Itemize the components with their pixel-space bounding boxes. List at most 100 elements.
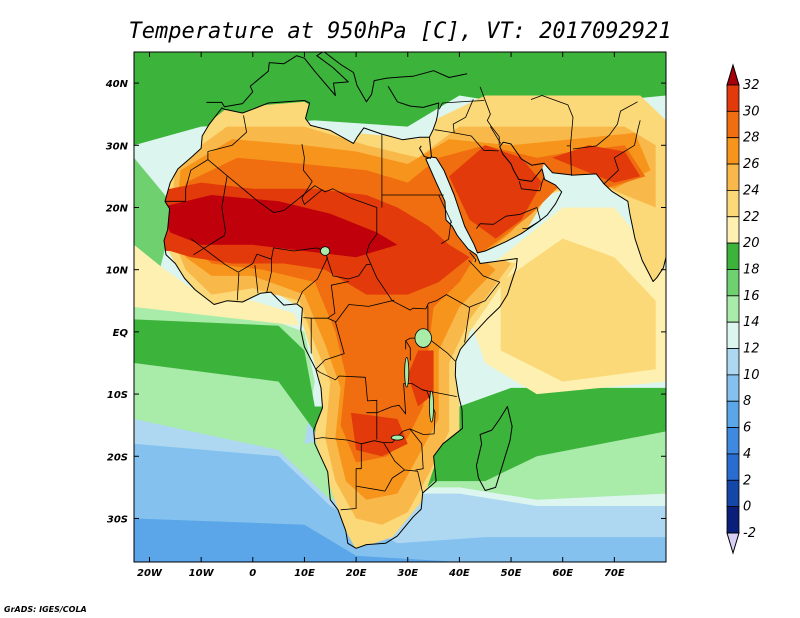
- colorbar-label: 10: [743, 368, 760, 383]
- lake-3: [320, 246, 331, 256]
- colorbar-swatch: [726, 295, 740, 323]
- country-border-36: [518, 181, 540, 192]
- colorbar-under-triangle: [726, 532, 740, 555]
- country-border-39: [572, 101, 638, 150]
- africa-coastline: [163, 100, 518, 549]
- x-tick-label: 20W: [137, 568, 163, 579]
- colorbar-label: 16: [743, 289, 760, 304]
- arabia-coastline: [431, 141, 666, 282]
- map-plot-area: [134, 52, 666, 562]
- colorbar-label: 2: [743, 473, 751, 488]
- colorbar-label: 30: [743, 104, 760, 119]
- colorbar-label: 26: [743, 157, 760, 172]
- colorbar-label: 32: [743, 78, 760, 93]
- colorbar-swatch: [726, 110, 740, 139]
- colorbar-swatch: [726, 427, 740, 455]
- country-border-20: [356, 469, 405, 492]
- land-zone-5: [449, 145, 542, 239]
- land-zone-6: [552, 145, 641, 183]
- sinai-coastline: [419, 145, 432, 159]
- country-border-6: [190, 238, 372, 280]
- colorbar-swatch: [726, 242, 740, 270]
- x-tick-label: 60E: [552, 568, 573, 579]
- lake-0: [414, 328, 432, 348]
- y-tick-label: 40N: [105, 79, 129, 90]
- country-border-17: [340, 443, 362, 511]
- colorbar-label: 28: [743, 131, 760, 146]
- y-tick-label: 20N: [106, 203, 129, 214]
- colorbar-swatch: [726, 453, 740, 481]
- country-border-9: [266, 259, 272, 293]
- colorbar-label: 20: [743, 236, 760, 251]
- lake-1: [404, 356, 410, 388]
- land-temperature-field: [139, 95, 666, 549]
- colorbar-label: 24: [743, 183, 760, 198]
- country-border-31: [438, 194, 453, 224]
- country-border-33: [452, 99, 474, 133]
- colorbar-label: 12: [743, 342, 760, 357]
- lake-4: [390, 434, 405, 441]
- europe-coastline: [206, 52, 468, 108]
- ocean-zone-7: [134, 157, 176, 283]
- colorbar-swatch: [726, 216, 740, 244]
- colorbar-label: 6: [743, 421, 751, 436]
- x-tick-label: 40E: [448, 568, 470, 579]
- country-border-18: [366, 412, 378, 440]
- country-border-22: [409, 428, 424, 471]
- x-tick-label: 10W: [189, 568, 215, 579]
- map-title: Temperature at 950hPa [C], VT: 201709292…: [128, 19, 671, 44]
- ocean-zone-10: [134, 244, 300, 326]
- x-tick-label: 70E: [604, 568, 625, 579]
- country-border-8: [254, 265, 259, 294]
- x-tick-label: 20E: [346, 568, 367, 579]
- country-border-41: [530, 95, 574, 146]
- colorbar-label: 22: [743, 210, 760, 225]
- colorbar-label: 8: [743, 394, 751, 409]
- country-border-28: [441, 220, 452, 244]
- country-border-23: [403, 383, 457, 397]
- colorbar-swatch: [726, 400, 740, 428]
- colorbar-label: 0: [743, 500, 751, 515]
- country-border-32: [434, 129, 499, 152]
- y-tick-label: 30N: [106, 141, 129, 152]
- country-border-42: [479, 86, 500, 145]
- x-tick-label: 50E: [501, 568, 522, 579]
- country-border-7: [236, 272, 240, 301]
- madagascar-coastline: [475, 406, 513, 491]
- x-tick-label: 10E: [294, 568, 315, 579]
- ocean-zone-3: [134, 518, 460, 562]
- country-border-43: [438, 100, 485, 110]
- country-border-2: [301, 143, 323, 205]
- colorbar-over-triangle: [726, 63, 740, 86]
- colorbar-swatch: [726, 479, 740, 508]
- colorbar-swatch: [726, 321, 740, 349]
- colorbar-swatch: [726, 84, 740, 112]
- country-border-29: [469, 252, 477, 263]
- land-zone-9: [159, 195, 398, 258]
- y-tick-label: 20S: [107, 452, 128, 463]
- colorbar-swatch: [726, 506, 740, 534]
- country-border-5: [193, 176, 228, 256]
- country-border-11: [327, 281, 349, 319]
- colorbar-swatch: [726, 137, 740, 165]
- map-axes: 20W 10W 0 10E 20E 30E 40E 50E 60E 70E 40N 30N 20N 10N…: [105, 52, 666, 579]
- country-border-35: [476, 207, 541, 230]
- grads-credit: GrADS: IGES/COLA: [4, 605, 87, 614]
- colorbar-label: 4: [743, 447, 751, 462]
- colorbar-label: -2: [743, 526, 756, 541]
- country-border-16: [314, 437, 384, 445]
- colorbar-swatch: [726, 269, 740, 297]
- country-border-14: [315, 321, 345, 370]
- land-zone-7: [350, 412, 408, 457]
- country-border-10: [296, 257, 329, 304]
- x-tick-label: 30E: [397, 568, 418, 579]
- colorbar-swatch: [726, 374, 740, 402]
- y-tick-label: EQ: [113, 328, 129, 339]
- country-border-24: [405, 337, 411, 361]
- country-border-30: [468, 260, 501, 308]
- colorbar-label: 18: [743, 262, 760, 277]
- country-border-37: [539, 176, 545, 191]
- y-tick-label: 30S: [107, 514, 128, 525]
